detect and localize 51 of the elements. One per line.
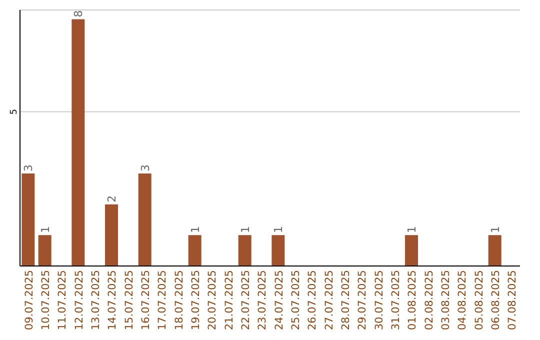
bar xyxy=(272,235,285,266)
x-tick-label: 31.07.2025 xyxy=(390,270,402,330)
x-tick-label: 04.08.2025 xyxy=(456,270,469,330)
x-tick-label: 05.08.2025 xyxy=(473,270,486,330)
bar xyxy=(238,235,252,266)
x-tick-label: 02.08.2025 xyxy=(423,270,436,330)
data-label: 2 xyxy=(106,195,118,202)
x-tick-label: 16.07.2025 xyxy=(140,270,152,330)
bar xyxy=(38,235,52,266)
x-tick-label: 09.07.2025 xyxy=(23,270,36,330)
data-label: 3 xyxy=(138,164,152,172)
data-label: 1 xyxy=(188,226,202,234)
x-tick-label: 11.07.2025 xyxy=(56,270,69,330)
data-label: 1 xyxy=(488,226,502,234)
x-tick-label: 29.07.2025 xyxy=(356,270,369,330)
x-tick-label: 06.08.2025 xyxy=(490,270,502,330)
x-tick-label: 23.07.2025 xyxy=(256,270,269,330)
x-tick-label: 14.07.2025 xyxy=(106,270,119,330)
data-label: 1 xyxy=(272,226,286,234)
y-tick-label: 5 xyxy=(9,108,20,115)
x-tick-label: 07.08.2025 xyxy=(506,270,519,330)
x-tick-label: 10.07.2025 xyxy=(40,270,52,330)
bar xyxy=(405,235,418,266)
x-tick-label: 22.07.2025 xyxy=(240,270,252,330)
x-tick-label: 26.07.2025 xyxy=(306,270,319,330)
bar xyxy=(488,235,502,266)
x-tick-label: 03.08.2025 xyxy=(440,270,452,330)
x-tick-label: 17.07.2025 xyxy=(156,270,169,330)
x-tick-label: 01.08.2025 xyxy=(406,270,419,330)
data-label: 1 xyxy=(238,226,252,234)
bar xyxy=(22,173,35,266)
x-tick-label: 20.07.2025 xyxy=(206,270,219,330)
x-tick-label: 28.07.2025 xyxy=(340,270,352,330)
x-tick-label: 15.07.2025 xyxy=(123,270,136,330)
bar xyxy=(188,235,202,266)
data-label: 1 xyxy=(38,226,52,234)
bar xyxy=(72,19,85,266)
x-tick-label: 21.07.2025 xyxy=(223,270,236,330)
data-label: 1 xyxy=(406,226,418,234)
data-label: 3 xyxy=(22,164,36,172)
bar xyxy=(105,204,118,266)
x-tick-label: 30.07.2025 xyxy=(373,270,386,330)
x-tick-label: 24.07.2025 xyxy=(273,270,286,330)
x-tick-label: 25.07.2025 xyxy=(290,270,302,330)
x-tick-label: 19.07.2025 xyxy=(190,270,202,330)
data-label: 8 xyxy=(72,10,86,18)
bar xyxy=(138,173,152,266)
x-tick-label: 27.07.2025 xyxy=(323,270,336,330)
x-tick-label: 13.07.2025 xyxy=(90,270,102,330)
x-tick-label: 12.07.2025 xyxy=(73,270,86,330)
x-tick-label: 18.07.2025 xyxy=(173,270,186,330)
